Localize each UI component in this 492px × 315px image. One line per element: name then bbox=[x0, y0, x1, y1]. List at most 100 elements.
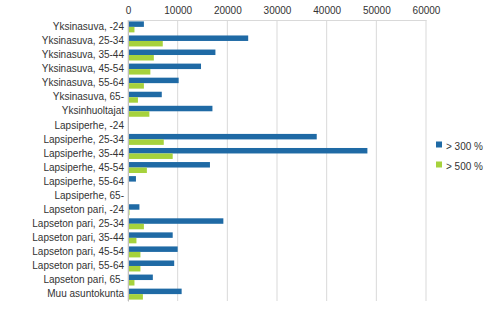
grid-line bbox=[426, 20, 427, 301]
grid-line bbox=[128, 20, 129, 301]
plot: 0 10000 20000 30000 40000 50000 60000 Yksinasuv… bbox=[32, 5, 441, 302]
tick: Lapseton pari, -24 bbox=[43, 204, 128, 215]
bar bbox=[128, 106, 212, 111]
tick: Lapseton pari, 55-64 bbox=[32, 260, 128, 271]
tick: Yksinasuva, 55-64 bbox=[42, 77, 128, 88]
bar bbox=[128, 218, 223, 223]
tick: 50000 bbox=[363, 5, 391, 20]
tick: Lapsiperhe, 25-34 bbox=[43, 134, 128, 145]
y-axis: Yksinasuva, -24 Yksinasuva, 25-34 Yksinasu… bbox=[32, 21, 128, 302]
grid bbox=[128, 20, 426, 301]
tick-label: Lapsiperhe, 65- bbox=[55, 190, 125, 201]
tick-label: 60000 bbox=[413, 5, 441, 16]
tick-label: Lapseton pari, 45-54 bbox=[32, 246, 124, 257]
legend-swatch bbox=[436, 142, 442, 148]
chart: 0 10000 20000 30000 40000 50000 60000 Yksinasuv… bbox=[0, 0, 492, 315]
tick-label: 0 bbox=[126, 5, 132, 16]
tick: Lapsiperhe, -24 bbox=[55, 120, 129, 131]
bar bbox=[128, 204, 139, 209]
bar bbox=[128, 289, 182, 294]
tick-label: Lapsiperhe, 45-54 bbox=[43, 162, 124, 173]
legend-item: > 500 % bbox=[436, 161, 483, 172]
tick-label: Yksinhuoltajat bbox=[62, 105, 124, 116]
grid-line bbox=[227, 20, 228, 301]
tick-label: Lapsiperhe, 55-64 bbox=[43, 176, 124, 187]
tick: Yksinasuva, 45-54 bbox=[42, 63, 128, 74]
tick-label: 40000 bbox=[313, 5, 341, 16]
tick-label: Muu asuntokunta bbox=[47, 288, 124, 299]
bar bbox=[128, 153, 173, 158]
bar bbox=[128, 55, 154, 60]
bar bbox=[128, 78, 179, 83]
bar bbox=[128, 69, 150, 74]
tick: Lapseton pari, 25-34 bbox=[32, 218, 128, 229]
tick: Muu asuntokunta bbox=[47, 288, 128, 299]
legend-label: > 500 % bbox=[446, 161, 483, 172]
tick: Lapseton pari, 65- bbox=[43, 274, 128, 285]
bar bbox=[128, 238, 136, 243]
bar bbox=[128, 21, 144, 26]
bar bbox=[128, 176, 136, 181]
bar bbox=[128, 224, 144, 229]
tick: 20000 bbox=[214, 5, 242, 20]
bar bbox=[128, 148, 367, 153]
axis-line bbox=[129, 20, 427, 21]
bar bbox=[128, 252, 140, 257]
tick: Lapsiperhe, 35-44 bbox=[43, 148, 128, 159]
tick: Yksinhuoltajat bbox=[62, 105, 128, 116]
tick-label: Lapseton pari, 65- bbox=[43, 274, 124, 285]
tick-label: Lapseton pari, 25-34 bbox=[32, 218, 124, 229]
bar bbox=[128, 97, 138, 102]
bar bbox=[128, 139, 164, 144]
bar bbox=[128, 134, 317, 139]
bar bbox=[128, 246, 178, 251]
grid-line bbox=[177, 20, 178, 301]
tick-label: Yksinasuva, 45-54 bbox=[42, 63, 125, 74]
tick: Yksinasuva, 25-34 bbox=[42, 35, 128, 46]
grid-line bbox=[277, 20, 278, 301]
bar bbox=[128, 162, 210, 167]
grid-line bbox=[326, 20, 327, 301]
bar bbox=[128, 50, 215, 55]
tick-label: Lapsiperhe, -24 bbox=[55, 120, 125, 131]
x-axis: 0 10000 20000 30000 40000 50000 60000 bbox=[126, 5, 441, 21]
legend: > 300 % > 500 % bbox=[436, 141, 483, 172]
tick-label: Lapseton pari, 55-64 bbox=[32, 260, 124, 271]
legend-label: > 300 % bbox=[446, 141, 483, 152]
tick-label: Yksinasuva, 55-64 bbox=[42, 77, 125, 88]
tick-label: 30000 bbox=[264, 5, 292, 16]
tick-label: Yksinasuva, 35-44 bbox=[42, 49, 125, 60]
tick: 0 bbox=[126, 5, 132, 20]
grid-line bbox=[376, 20, 377, 301]
tick: Yksinasuva, -24 bbox=[53, 21, 128, 32]
series bbox=[128, 21, 367, 294]
tick: Lapseton pari, 45-54 bbox=[32, 246, 128, 257]
tick: Yksinasuva, 65- bbox=[53, 91, 128, 102]
tick: Lapsiperhe, 55-64 bbox=[43, 176, 128, 187]
tick: 40000 bbox=[313, 5, 341, 20]
bar bbox=[128, 294, 143, 299]
tick-label: 10000 bbox=[164, 5, 192, 16]
bar bbox=[128, 260, 174, 265]
series bbox=[128, 27, 173, 300]
tick: Lapsiperhe, 45-54 bbox=[43, 162, 128, 173]
bar bbox=[128, 92, 162, 97]
tick-label: Yksinasuva, 25-34 bbox=[42, 35, 125, 46]
tick-label: 50000 bbox=[363, 5, 391, 16]
bar bbox=[128, 232, 173, 237]
tick: 30000 bbox=[264, 5, 292, 20]
tick: Lapseton pari, 35-44 bbox=[32, 232, 128, 243]
bars bbox=[128, 21, 367, 299]
tick: 10000 bbox=[164, 5, 192, 20]
tick: Yksinasuva, 35-44 bbox=[42, 49, 128, 60]
tick: Lapsiperhe, 65- bbox=[55, 190, 129, 201]
bar bbox=[128, 35, 248, 40]
tick-label: Yksinasuva, 65- bbox=[53, 91, 124, 102]
legend-item: > 300 % bbox=[436, 141, 483, 152]
bar bbox=[128, 64, 201, 69]
bar bbox=[128, 275, 153, 280]
tick: 60000 bbox=[413, 5, 441, 20]
bar bbox=[128, 83, 144, 88]
tick-label: Lapseton pari, 35-44 bbox=[32, 232, 124, 243]
tick-label: Yksinasuva, -24 bbox=[53, 21, 125, 32]
